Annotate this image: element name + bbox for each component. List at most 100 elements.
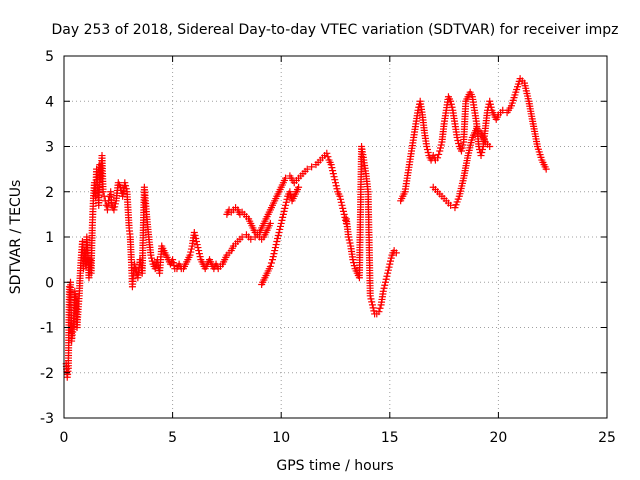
data-point	[274, 231, 282, 239]
data-point	[329, 170, 337, 178]
data-point	[324, 153, 332, 161]
data-point	[486, 143, 494, 150]
data-point	[193, 241, 201, 249]
data-points	[62, 75, 550, 381]
data-point	[147, 251, 155, 259]
data-point	[368, 301, 376, 309]
data-point	[339, 207, 347, 215]
data-point	[542, 165, 550, 173]
data-point	[194, 244, 202, 252]
data-point	[272, 241, 280, 249]
data-point	[455, 139, 463, 147]
data-point	[424, 149, 432, 157]
data-point	[342, 216, 350, 224]
data-point	[423, 143, 431, 150]
data-point	[350, 259, 358, 267]
data-point	[341, 213, 349, 221]
data-point	[106, 192, 114, 200]
data-point	[453, 133, 461, 141]
data-point	[329, 167, 337, 175]
data-point	[187, 248, 195, 256]
data-point	[423, 146, 431, 154]
data-point	[276, 222, 284, 230]
data-point	[392, 249, 400, 257]
data-point	[478, 149, 486, 157]
data-point	[327, 161, 335, 169]
data-point	[122, 185, 130, 193]
data-point	[266, 262, 274, 270]
y-axis-label: SDTVAR / TECUs	[8, 180, 24, 295]
data-point	[280, 207, 288, 215]
data-point	[337, 195, 345, 203]
data-point	[271, 244, 279, 252]
data-point	[368, 298, 376, 306]
data-point	[486, 100, 494, 108]
data-point	[346, 239, 354, 247]
data-point	[192, 238, 200, 246]
data-point	[303, 165, 311, 173]
data-point	[381, 281, 389, 289]
data-point	[308, 163, 316, 171]
data-point	[295, 183, 303, 191]
data-point	[111, 200, 119, 208]
data-point	[332, 179, 339, 187]
y-tick-label: -2	[40, 366, 54, 382]
data-point	[336, 192, 344, 200]
data-point	[339, 204, 347, 212]
data-point	[277, 219, 285, 227]
data-point	[328, 164, 336, 172]
data-point	[278, 216, 286, 224]
y-tick-label: 0	[45, 275, 54, 291]
data-point	[269, 256, 277, 264]
data-point	[148, 254, 156, 262]
data-point	[131, 260, 139, 268]
data-point	[269, 253, 277, 261]
data-point	[376, 304, 384, 312]
data-point	[99, 188, 107, 196]
y-tick-label: -1	[40, 321, 54, 337]
data-point	[195, 247, 203, 255]
data-point	[192, 235, 200, 243]
data-point	[380, 284, 388, 292]
data-point	[387, 254, 395, 262]
data-point	[275, 228, 283, 236]
data-point	[382, 275, 390, 283]
y-tick-label: 5	[45, 49, 54, 65]
data-point	[187, 245, 195, 253]
data-point	[436, 144, 444, 152]
y-tick-label: 3	[45, 140, 54, 156]
data-point	[367, 295, 375, 303]
data-point	[122, 182, 130, 190]
data-point	[191, 231, 199, 239]
data-point	[266, 219, 274, 227]
data-point	[458, 144, 466, 152]
data-point	[385, 263, 393, 271]
data-point	[366, 292, 374, 300]
data-point	[274, 235, 282, 243]
x-tick-label: 10	[272, 430, 290, 446]
data-point	[186, 251, 194, 259]
data-point	[247, 235, 255, 243]
data-point	[384, 266, 392, 274]
data-point	[435, 150, 443, 158]
data-point	[282, 198, 290, 206]
data-point	[434, 154, 442, 162]
data-point	[457, 147, 465, 155]
data-point	[286, 188, 294, 196]
data-point	[169, 259, 177, 267]
data-point	[436, 147, 444, 155]
data-point	[279, 210, 287, 218]
data-point	[287, 191, 295, 199]
data-point	[282, 201, 290, 209]
data-point	[459, 141, 467, 149]
data-point	[270, 250, 278, 258]
axis-ticks: 0 5 10 15 20 25 -3 -2 -1 0 1 2 3 4 5	[40, 49, 616, 446]
data-point	[283, 195, 291, 203]
data-point	[267, 259, 275, 267]
x-tick-label: 20	[489, 430, 507, 446]
data-point	[337, 198, 345, 206]
data-point	[448, 103, 456, 111]
data-point	[323, 149, 331, 157]
data-point	[486, 97, 494, 105]
data-point	[345, 236, 353, 244]
